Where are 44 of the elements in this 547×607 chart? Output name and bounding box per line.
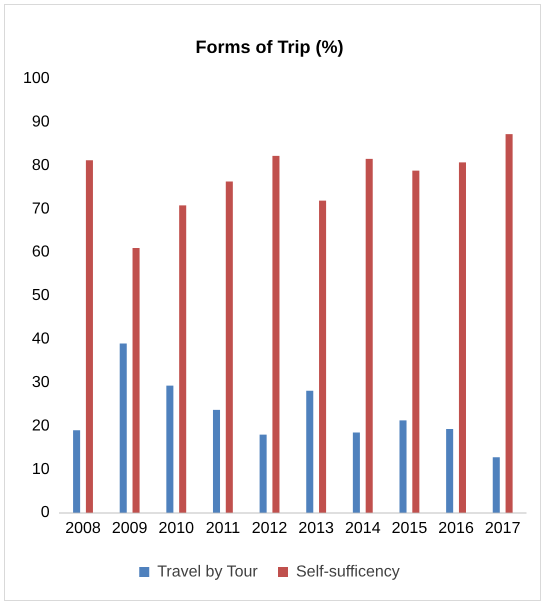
bar bbox=[492, 457, 500, 513]
legend-label: Travel by Tour bbox=[157, 563, 258, 580]
y-tick-label: 90 bbox=[32, 113, 50, 130]
bar bbox=[260, 434, 267, 513]
bar bbox=[458, 162, 466, 513]
y-tick-label: 100 bbox=[22, 70, 50, 88]
legend-label: Self-sufficency bbox=[296, 563, 400, 580]
bar bbox=[412, 170, 420, 513]
x-tick-label: 2014 bbox=[344, 520, 381, 537]
x-tick-label: 2016 bbox=[438, 520, 474, 537]
bar bbox=[132, 248, 140, 513]
bar bbox=[446, 429, 454, 513]
chart-title: Forms of Trip (%) bbox=[196, 36, 344, 57]
y-tick-label: 10 bbox=[32, 460, 50, 478]
y-tick-label: 40 bbox=[32, 330, 50, 348]
x-tick-label: 2015 bbox=[392, 520, 428, 537]
y-tick-label: 70 bbox=[32, 200, 50, 218]
bar bbox=[306, 390, 314, 513]
bar bbox=[120, 343, 127, 513]
bar bbox=[166, 386, 174, 513]
bar bbox=[272, 156, 280, 513]
y-tick-label: 60 bbox=[32, 244, 50, 261]
bar bbox=[179, 205, 186, 513]
bar bbox=[506, 134, 513, 513]
y-tick-label: 20 bbox=[32, 417, 50, 434]
bar bbox=[319, 200, 326, 513]
bar bbox=[226, 182, 233, 513]
y-tick-label: 0 bbox=[40, 504, 50, 522]
x-tick-label: 2010 bbox=[158, 520, 194, 537]
x-tick-label: 2011 bbox=[206, 520, 240, 537]
x-tick-label: 2009 bbox=[112, 520, 148, 537]
bar bbox=[366, 158, 373, 513]
bar bbox=[399, 420, 407, 513]
bar bbox=[352, 432, 360, 513]
y-tick-label: 50 bbox=[32, 287, 50, 304]
bar bbox=[86, 160, 93, 513]
x-tick-label: 2008 bbox=[65, 520, 101, 537]
x-tick-label: 2013 bbox=[298, 520, 334, 537]
y-tick-label: 80 bbox=[32, 156, 50, 174]
bar bbox=[212, 410, 220, 513]
x-tick-label: 2017 bbox=[484, 520, 521, 537]
bar bbox=[73, 430, 80, 513]
y-tick-label: 30 bbox=[32, 374, 50, 391]
x-tick-label: 2012 bbox=[252, 520, 288, 537]
